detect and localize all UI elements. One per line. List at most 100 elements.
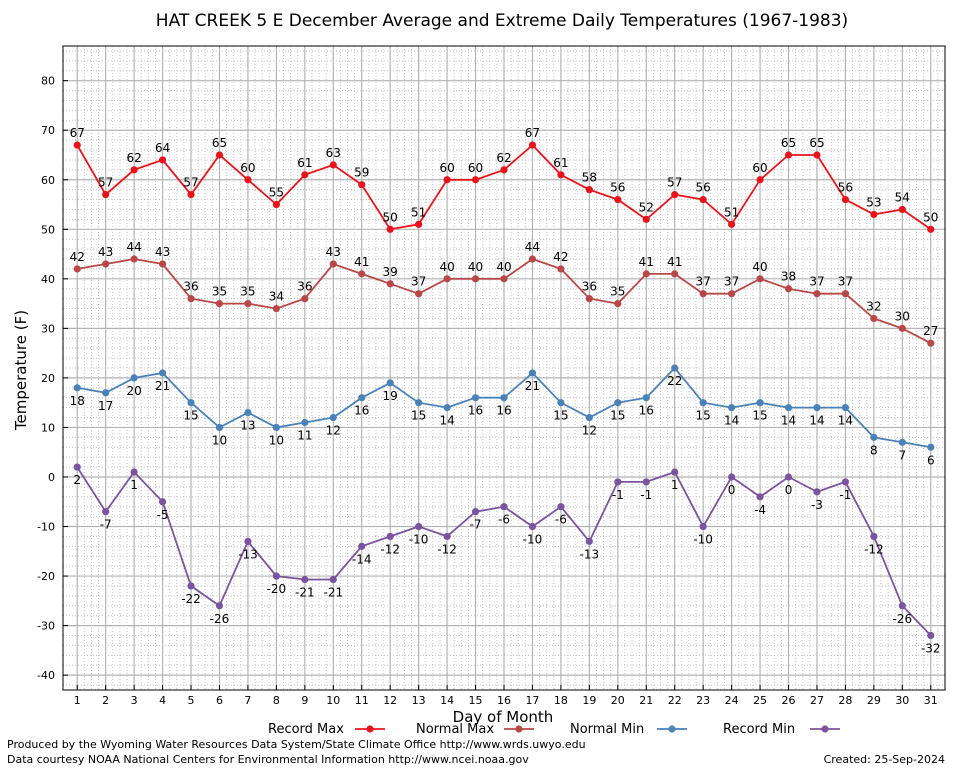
data-label: 34 <box>269 290 284 304</box>
data-label: 62 <box>496 151 511 165</box>
data-point <box>642 394 650 402</box>
data-label: 14 <box>781 414 796 428</box>
data-point <box>784 285 793 293</box>
data-label: 60 <box>240 161 255 175</box>
data-label: 22 <box>667 374 682 388</box>
data-label: 37 <box>696 275 711 289</box>
data-label: 40 <box>496 260 511 274</box>
data-point <box>528 141 537 149</box>
data-point <box>813 404 821 412</box>
data-point <box>813 151 821 159</box>
data-label: 16 <box>496 404 511 418</box>
y-tick-label: -40 <box>37 669 55 682</box>
data-point <box>102 260 110 268</box>
data-label: -12 <box>864 542 884 556</box>
data-label: 56 <box>610 181 625 195</box>
data-label: -1 <box>839 488 851 502</box>
x-axis-label: Day of Month <box>453 708 554 726</box>
data-point <box>813 290 821 298</box>
x-tick-label: 30 <box>895 694 909 707</box>
data-point <box>244 408 252 417</box>
data-label: 54 <box>895 190 910 204</box>
x-tick-label: 28 <box>838 694 852 707</box>
data-point <box>642 478 650 486</box>
x-tick-label: 12 <box>383 694 397 707</box>
data-point <box>215 151 224 159</box>
data-point <box>443 176 451 184</box>
data-point <box>500 503 508 511</box>
data-label: 0 <box>785 483 793 497</box>
data-label: 19 <box>383 389 398 403</box>
data-point <box>728 290 736 298</box>
data-label: 35 <box>610 285 625 299</box>
data-point <box>557 399 565 407</box>
data-point <box>699 522 707 531</box>
data-point <box>102 389 110 397</box>
x-tick-label: 16 <box>497 694 511 707</box>
data-point <box>301 171 309 179</box>
data-point <box>841 478 850 486</box>
data-point <box>130 255 138 263</box>
x-tick-label: 24 <box>725 694 739 707</box>
x-tick-label: 15 <box>469 694 483 707</box>
data-point <box>642 270 650 278</box>
data-point <box>557 503 565 511</box>
data-point <box>158 369 167 377</box>
data-label: 7 <box>899 448 907 462</box>
data-point <box>927 225 935 233</box>
x-tick-label: 25 <box>753 694 767 707</box>
legend-marker <box>515 725 523 733</box>
data-point <box>784 404 793 412</box>
data-point <box>557 265 565 273</box>
data-point <box>898 438 906 446</box>
data-label: 15 <box>411 409 426 423</box>
data-label: -26 <box>893 612 913 626</box>
data-label: 63 <box>326 146 341 160</box>
y-tick-label: 40 <box>41 273 55 286</box>
data-point <box>614 478 622 486</box>
data-label: 10 <box>212 433 227 447</box>
data-label: 1 <box>130 478 138 492</box>
x-tick-label: 22 <box>668 694 682 707</box>
legend-label: Record Min <box>723 722 795 737</box>
data-point <box>784 151 793 159</box>
data-point <box>272 304 280 313</box>
data-label: -3 <box>811 498 823 512</box>
data-label: 35 <box>240 285 255 299</box>
data-point <box>187 582 195 590</box>
data-point <box>756 399 764 407</box>
data-point <box>898 324 906 332</box>
x-tick-label: 9 <box>301 694 308 707</box>
data-point <box>699 195 707 204</box>
data-label: -10 <box>693 533 713 547</box>
data-label: 42 <box>70 250 85 264</box>
x-tick-label: 19 <box>582 694 596 707</box>
data-label: 37 <box>809 275 824 289</box>
data-label: 39 <box>383 265 398 279</box>
data-label: 16 <box>639 404 654 418</box>
data-label: 36 <box>582 280 597 294</box>
legend-marker <box>668 725 676 733</box>
legend: Record Max Normal Max Normal Min Record Min <box>268 722 840 737</box>
data-point <box>841 404 850 412</box>
legend-label: Record Max <box>268 722 344 737</box>
data-label: 42 <box>553 250 568 264</box>
data-label: 61 <box>297 156 312 170</box>
x-tick-label: 27 <box>810 694 824 707</box>
y-tick-label: 10 <box>41 421 55 434</box>
data-point <box>244 537 252 545</box>
data-point <box>585 413 593 422</box>
data-point <box>699 290 707 298</box>
data-point <box>443 404 451 412</box>
data-label: 67 <box>70 126 85 140</box>
data-point <box>358 270 366 278</box>
x-tick-label: 1 <box>74 694 81 707</box>
data-label: -14 <box>352 552 372 566</box>
data-point <box>728 404 736 412</box>
data-label: 12 <box>326 424 341 438</box>
x-tick-label: 23 <box>696 694 710 707</box>
data-label: 16 <box>468 404 483 418</box>
data-label: 60 <box>752 161 767 175</box>
legend-label: Normal Max <box>416 722 494 737</box>
data-point <box>870 314 878 323</box>
